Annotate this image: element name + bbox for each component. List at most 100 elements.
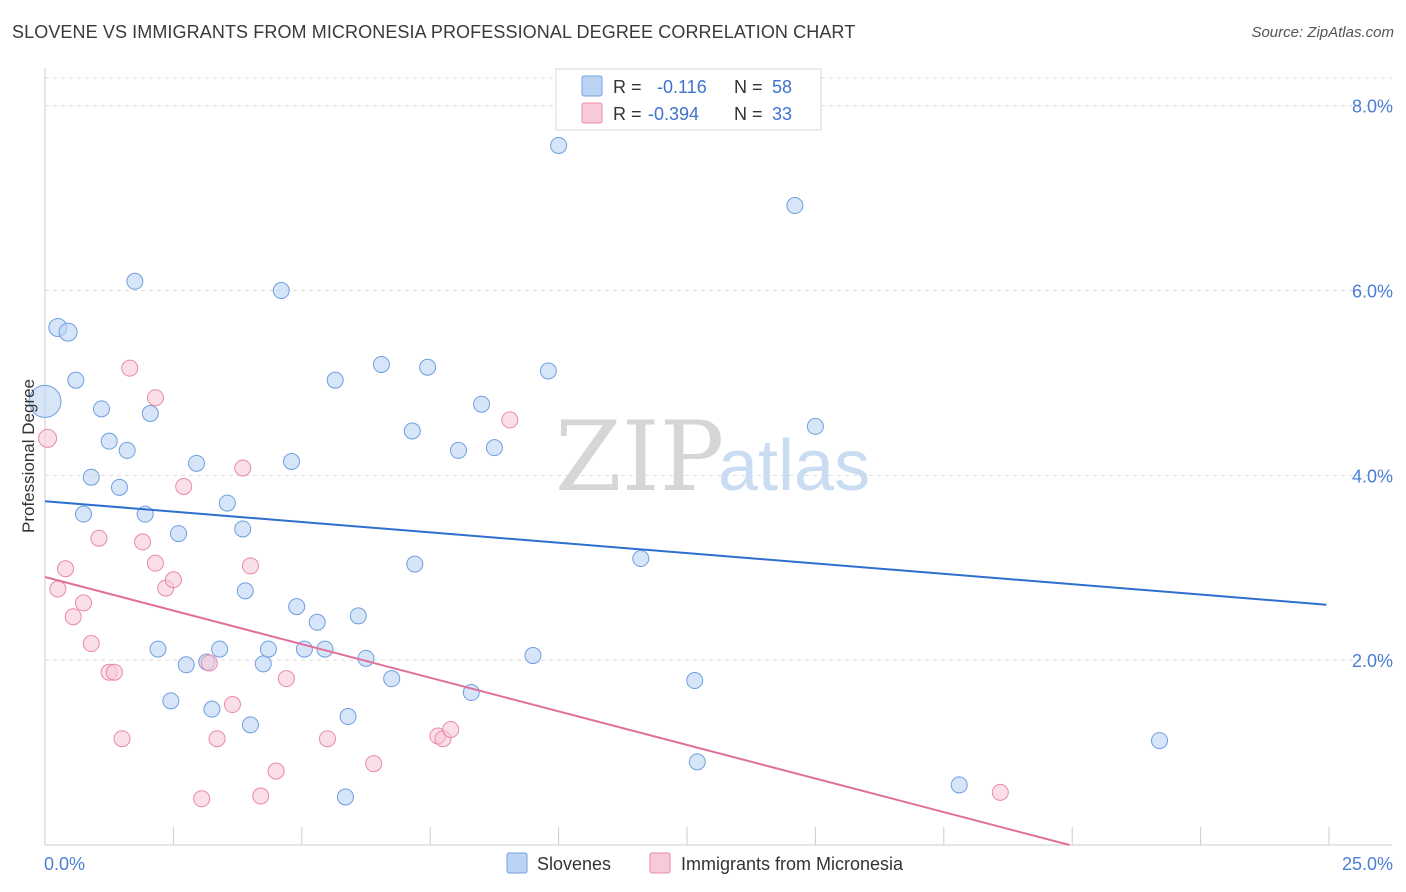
slovene-point xyxy=(524,647,542,665)
micronesia-point xyxy=(252,787,270,805)
micronesia-point xyxy=(234,459,252,477)
slovene-point xyxy=(283,453,301,470)
slovene-point xyxy=(632,550,650,568)
y-tick-label: 6.0% xyxy=(1352,282,1393,302)
slovene-point xyxy=(259,640,277,658)
y-axis-label: Professional Degree xyxy=(19,379,38,533)
slovene-point xyxy=(308,613,326,631)
slovene-point xyxy=(203,700,221,718)
slovene-point xyxy=(550,136,568,154)
stats-swatch-micronesia xyxy=(581,102,603,124)
slovene-point xyxy=(162,692,180,710)
watermark-atlas: atlas xyxy=(718,426,870,506)
slovene-point xyxy=(950,776,968,794)
chart-title: SLOVENE VS IMMIGRANTS FROM MICRONESIA PR… xyxy=(12,22,856,42)
slovene-point xyxy=(75,505,93,523)
legend-swatch-slovenes xyxy=(506,852,528,874)
slovene-point xyxy=(688,753,706,771)
stats-box: R = -0.116 N = 58 R = -0.394 N = 33 xyxy=(555,68,822,131)
stats-r-label: R = xyxy=(613,77,642,97)
slovene-point xyxy=(92,400,110,418)
micronesia-point xyxy=(82,635,100,653)
slovene-point xyxy=(126,272,144,290)
micronesia-point xyxy=(113,730,131,748)
slovene-point xyxy=(686,672,704,690)
x-tick-labels: 0.0% 25.0% xyxy=(44,854,1393,874)
slovene-point xyxy=(177,656,195,674)
slovene-point xyxy=(100,432,118,450)
micronesia-point xyxy=(267,762,285,780)
slovene-point xyxy=(357,649,375,667)
stats-r-value: -0.116 xyxy=(657,77,707,97)
micronesia-point xyxy=(175,477,193,495)
micronesia-point xyxy=(121,359,139,377)
micronesia-point xyxy=(134,533,152,551)
legend-label-micronesia: Immigrants from Micronesia xyxy=(681,854,904,874)
y-tick-label: 8.0% xyxy=(1352,97,1393,117)
micronesia-point xyxy=(75,594,93,612)
slovene-point xyxy=(188,454,206,472)
y-tick-label: 2.0% xyxy=(1352,651,1393,671)
slovene-point xyxy=(67,371,85,389)
slovene-point xyxy=(272,282,290,300)
slovene-point xyxy=(349,607,367,625)
micronesia-point xyxy=(365,755,383,773)
micronesia-point xyxy=(193,790,211,808)
slovene-point xyxy=(473,395,491,413)
slovene-point xyxy=(82,468,100,486)
stats-r-value: -0.394 xyxy=(648,104,699,124)
slovene-point xyxy=(118,441,136,459)
stats-swatch-slovenes xyxy=(581,75,603,97)
slovene-point xyxy=(539,362,557,380)
micronesia-point xyxy=(49,580,67,598)
slovene-point xyxy=(254,655,272,673)
slovene-point xyxy=(372,355,390,373)
x-tick-label: 0.0% xyxy=(44,854,85,874)
slovene-point xyxy=(786,197,804,215)
y-tick-labels: 2.0% 4.0% 6.0% 8.0% xyxy=(1352,97,1393,671)
data-points xyxy=(28,136,1169,808)
micronesia-point xyxy=(501,411,519,429)
micronesia-point xyxy=(991,783,1009,801)
y-tick-label: 4.0% xyxy=(1352,466,1393,486)
micronesia-trend-line xyxy=(44,576,1070,846)
micronesia-point xyxy=(223,696,241,714)
stats-n-value: 33 xyxy=(772,104,792,124)
slovene-point xyxy=(326,371,344,389)
slovene-point xyxy=(211,640,229,658)
micronesia-point xyxy=(146,389,164,407)
micronesia-point xyxy=(200,654,218,672)
slovene-point xyxy=(28,384,62,418)
legend-swatch-micronesia xyxy=(649,852,671,874)
micronesia-point xyxy=(38,428,58,448)
legend-label-slovenes: Slovenes xyxy=(537,854,611,874)
slovene-point xyxy=(236,582,254,600)
stats-n-label: N = xyxy=(734,104,763,124)
micronesia-point xyxy=(164,571,182,589)
legend: Slovenes Immigrants from Micronesia xyxy=(506,852,904,874)
micronesia-point xyxy=(318,730,336,748)
slovene-point xyxy=(58,322,78,342)
slovene-point xyxy=(141,404,159,422)
micronesia-point xyxy=(241,557,259,575)
micronesia-point xyxy=(146,554,164,572)
slovene-point xyxy=(419,358,437,376)
slovene-point xyxy=(241,716,259,734)
micronesia-point xyxy=(208,730,226,748)
x-tick-label: 25.0% xyxy=(1342,854,1393,874)
slovene-point xyxy=(485,439,503,457)
slovene-trend-line xyxy=(44,500,1327,606)
slovene-point xyxy=(806,417,824,435)
stats-n-value: 58 xyxy=(772,77,792,97)
stats-r-label: R = xyxy=(613,104,642,124)
slovene-point xyxy=(449,441,467,459)
slovene-point xyxy=(110,478,128,496)
micronesia-point xyxy=(277,670,295,688)
micronesia-point xyxy=(105,663,123,681)
slovene-point xyxy=(383,670,401,688)
slovene-point xyxy=(288,598,306,616)
axes xyxy=(44,68,1392,846)
slovene-point xyxy=(339,708,357,726)
slovene-point xyxy=(170,525,188,543)
